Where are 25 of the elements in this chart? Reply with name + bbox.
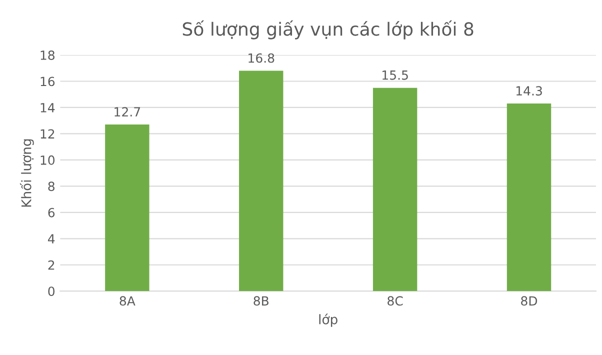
y-axis-title: Khối lượng bbox=[20, 139, 34, 207]
y-tick-label: 10 bbox=[40, 155, 55, 165]
x-tick-label: 8C bbox=[388, 296, 403, 306]
bar bbox=[105, 124, 150, 292]
x-tick-label: 8B bbox=[254, 296, 268, 306]
x-tick-label: 8A bbox=[120, 296, 136, 306]
x-tick-label: 8D bbox=[521, 296, 538, 306]
y-tick-label: 6 bbox=[48, 208, 55, 218]
y-tick-label: 14 bbox=[40, 103, 55, 112]
data-label: 14.3 bbox=[516, 86, 542, 96]
y-tick-label: 0 bbox=[48, 286, 55, 296]
data-label: 12.7 bbox=[114, 107, 140, 116]
data-label: 16.8 bbox=[248, 53, 274, 63]
y-tick-label: 12 bbox=[40, 129, 54, 138]
x-axis-title: lớp bbox=[319, 314, 338, 327]
chart-title: Số lượng giấy vụn các lớp khối 8 bbox=[182, 20, 474, 40]
y-tick-label: 8 bbox=[48, 182, 54, 192]
y-tick-label: 16 bbox=[40, 76, 55, 86]
y-tick-label: 2 bbox=[48, 260, 54, 270]
bar bbox=[372, 88, 418, 292]
y-tick-label: 18 bbox=[40, 50, 54, 60]
bar bbox=[506, 104, 552, 292]
bar bbox=[239, 70, 284, 292]
y-tick-label: 4 bbox=[48, 234, 55, 244]
data-label: 15.5 bbox=[382, 70, 408, 80]
